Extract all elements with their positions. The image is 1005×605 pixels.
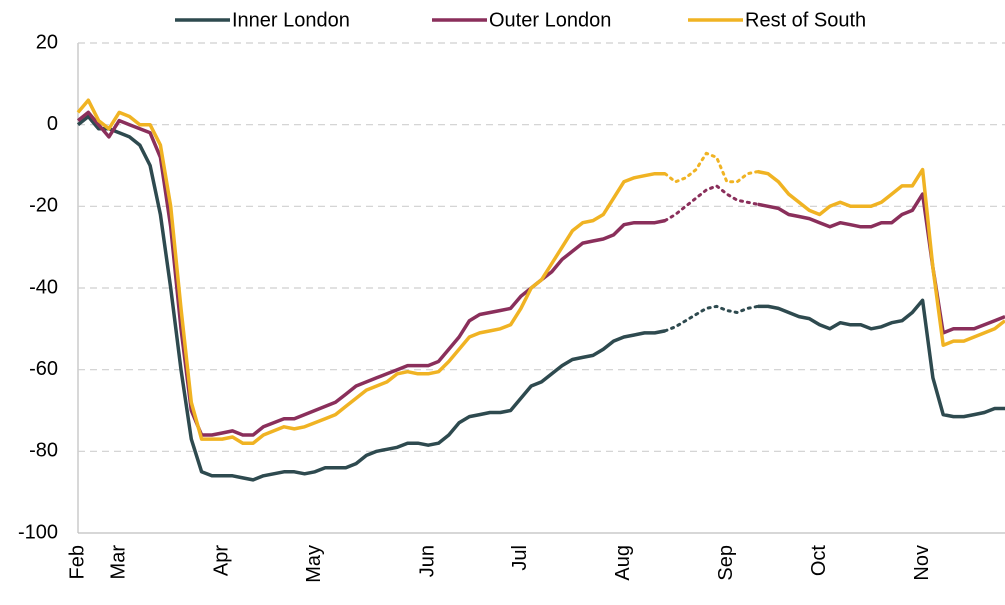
y-tick-label: 0	[47, 113, 58, 135]
series-line-dotted	[663, 304, 760, 333]
x-tick-label: Mar	[107, 545, 129, 580]
x-tick-label: Jul	[509, 545, 531, 571]
y-tick-label: -40	[29, 276, 58, 298]
series-line	[76, 114, 1005, 482]
series-line-dotted	[663, 184, 760, 223]
y-tick-label: -60	[29, 358, 58, 380]
x-tick-label: May	[303, 545, 325, 583]
series-line	[76, 110, 1005, 437]
x-tick-label: Aug	[612, 545, 634, 581]
x-tick-label: Jun	[416, 545, 438, 577]
y-tick-label: -80	[29, 440, 58, 462]
y-tick-label: -100	[18, 521, 58, 543]
y-tick-label: 20	[36, 31, 58, 53]
series-line	[76, 98, 1005, 445]
x-tick-label: Oct	[808, 545, 830, 577]
legend-label: Outer London	[489, 9, 611, 31]
x-tick-label: Sep	[715, 545, 737, 581]
series-line-dotted	[663, 151, 760, 184]
legend-label: Rest of South	[745, 9, 866, 31]
x-tick-label: Apr	[210, 545, 232, 576]
y-tick-label: -20	[29, 195, 58, 217]
legend-label: Inner London	[232, 9, 350, 31]
x-tick-label: Nov	[911, 545, 933, 581]
x-tick-label: Feb	[66, 545, 88, 579]
